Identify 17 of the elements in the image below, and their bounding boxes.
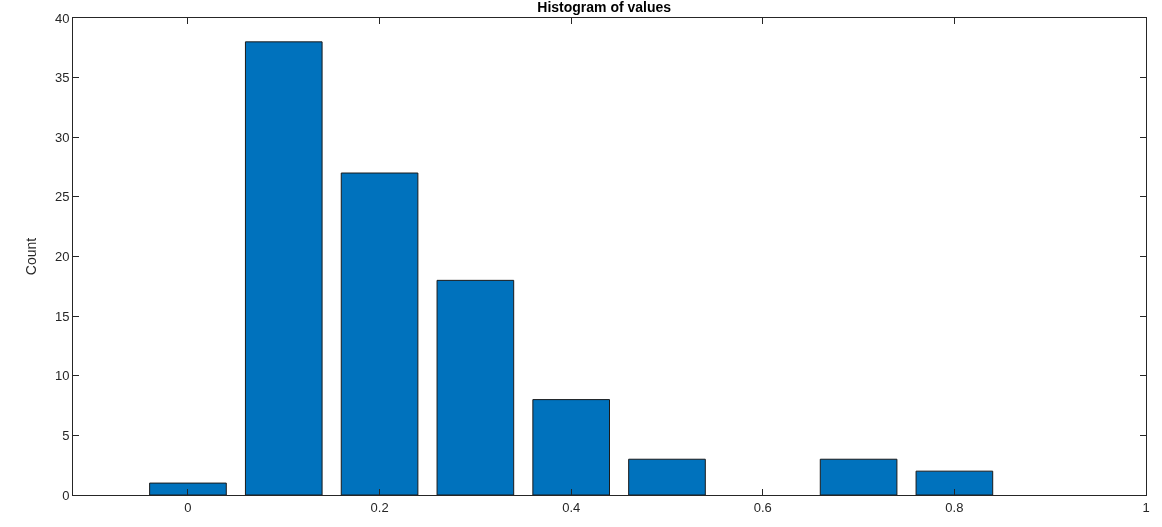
- y-tick-label: 25: [54, 189, 70, 205]
- y-axis-title: Count: [22, 237, 39, 276]
- y-tick-label: 20: [54, 249, 70, 265]
- chart-title: Histogram of values: [537, 0, 672, 16]
- x-tick-label: 0: [184, 499, 192, 515]
- x-tick-label: 0.2: [370, 499, 389, 515]
- x-tick-label: 1: [1142, 499, 1150, 515]
- y-tick-label: 10: [54, 368, 70, 384]
- y-tick-label: 15: [54, 308, 70, 324]
- y-tick-label: 0: [62, 487, 70, 503]
- y-tick-label: 35: [54, 70, 70, 86]
- y-tick-label: 30: [54, 129, 70, 145]
- x-tick-label: 0.4: [562, 499, 581, 515]
- x-tick-label: 0.8: [945, 499, 964, 515]
- x-tick-label: 0.6: [753, 499, 772, 515]
- y-tick-label: 40: [54, 10, 70, 26]
- y-tick-label: 5: [62, 427, 70, 443]
